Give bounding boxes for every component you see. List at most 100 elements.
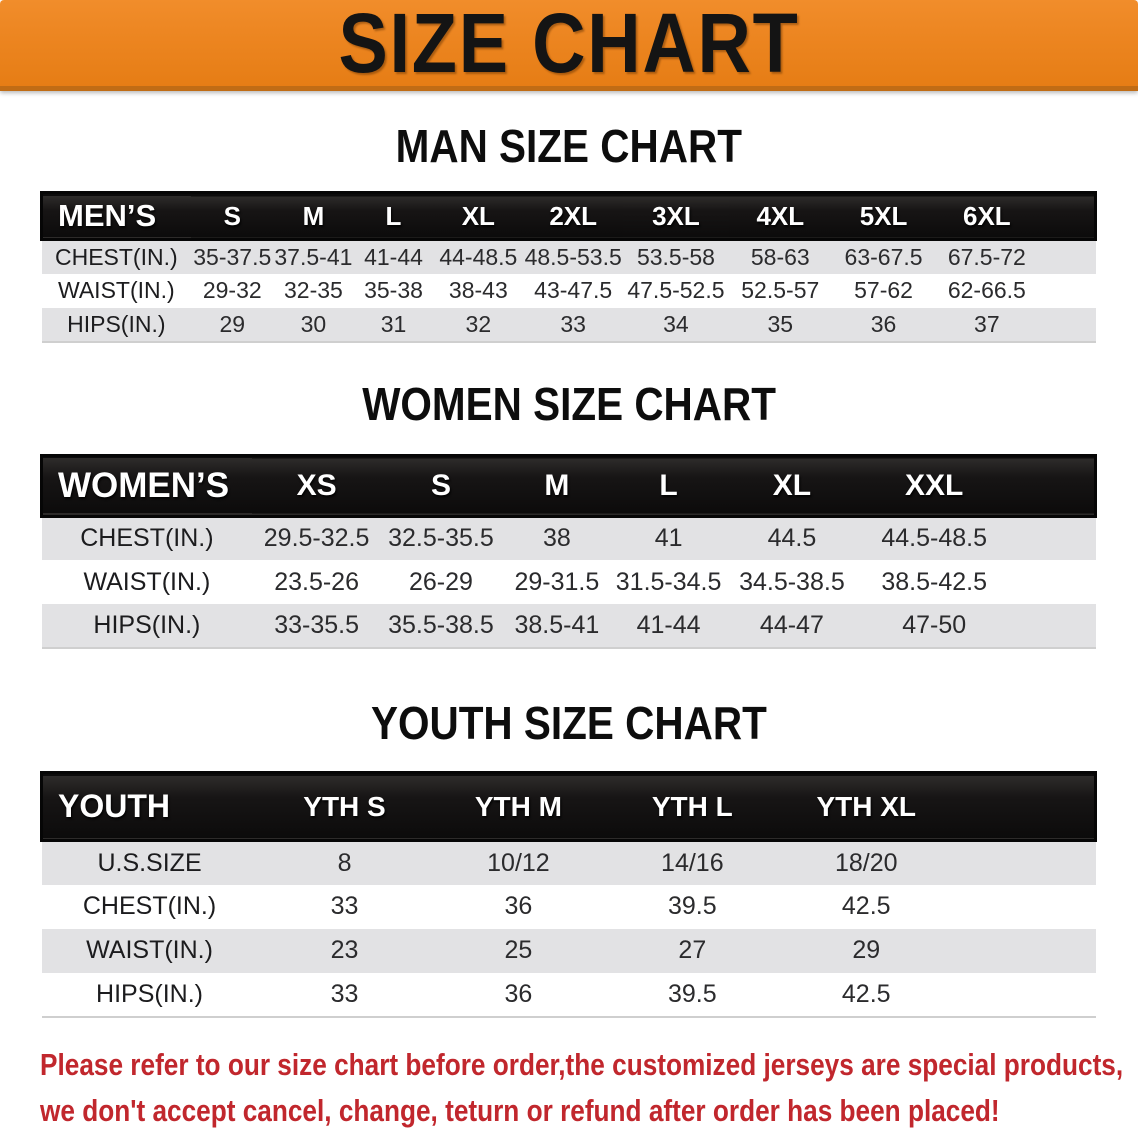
measurement-value-cell: 38-43 — [448, 277, 508, 303]
row-label-cell: CHEST(IN.) — [82, 892, 217, 920]
measurement-value-cell: 37 — [974, 310, 1000, 337]
size-header-cell: L — [385, 200, 402, 231]
measurement-value-cell: 31 — [380, 310, 407, 337]
size-header-cell: XL — [772, 468, 812, 502]
measurement-value-cell: 32.5-35.5 — [388, 524, 494, 553]
measurement-row: HIPS(IN.) 33-35.5 35.5-38.5 38.5-41 41-44 44-… — [41, 604, 1096, 648]
measurement-value-cell: 33 — [560, 310, 586, 337]
measurement-value-cell: 29-32 — [202, 277, 262, 303]
measurement-value-cell: 41 — [654, 524, 683, 553]
measurement-value-cell: 41-44 — [364, 243, 423, 270]
measurement-value-cell: 14/16 — [661, 848, 724, 877]
measurement-row: CHEST(IN.) 33 36 39.5 42.5 — [41, 884, 1096, 929]
measurement-value-cell: 32 — [465, 310, 492, 337]
youth-section-title-text: YOUTH SIZE CHART — [371, 697, 767, 749]
youth-size-table: YOUTH YTH S YTH M YTH L YTH XL U.S.SIZE 8 10/1… — [40, 771, 1097, 1018]
measurement-value-cell: 47.5-52.5 — [627, 277, 725, 303]
filler-cell — [1038, 193, 1095, 240]
size-header-row: WOMEN’S XS S M L XL XXL — [41, 455, 1096, 516]
measurement-value-cell: 34.5-38.5 — [739, 567, 845, 596]
size-chart-banner: SIZE CHART — [0, 0, 1138, 91]
measurement-value-cell: 33 — [330, 892, 359, 920]
filler-cell — [1009, 516, 1095, 560]
size-header-cell: YTH XL — [816, 790, 917, 822]
row-label-cell: HIPS(IN.) — [96, 979, 203, 1008]
table-group-label: YOUTH — [58, 788, 170, 824]
measurement-value-cell: 44-47 — [759, 611, 824, 639]
size-header-cell: 4XL — [756, 200, 805, 231]
measurement-value-cell: 39.5 — [667, 979, 717, 1008]
size-header-row: YOUTH YTH S YTH M YTH L YTH XL — [41, 772, 1096, 841]
measurement-value-cell: 36 — [504, 979, 533, 1008]
disclaimer-line-2: we don't accept cancel, change, teturn o… — [40, 1092, 1000, 1128]
size-header-cell: XXL — [905, 468, 964, 502]
measurement-row: CHEST(IN.) 29.5-32.5 32.5-35.5 38 41 44.5 44.5… — [41, 516, 1096, 560]
measurement-value-cell: 31.5-34.5 — [615, 567, 722, 596]
women-section-title-text: WOMEN SIZE CHART — [362, 377, 776, 430]
measurement-row: CHEST(IN.) 35-37.5 37.5-41 41-44 44-48.5 48.5… — [41, 239, 1096, 274]
measurement-value-cell: 33 — [330, 979, 359, 1008]
measurement-value-cell: 62-66.5 — [947, 277, 1026, 303]
men-size-table: MEN’S S M L XL 2XL 3XL 4XL 5XL 6XL CHEST(IN.) 35-3… — [40, 191, 1097, 343]
size-header-cell: 2XL — [549, 200, 598, 231]
measurement-value-cell: 38.5-41 — [514, 611, 600, 639]
row-label-cell: HIPS(IN.) — [93, 611, 201, 639]
filler-cell — [1009, 455, 1095, 516]
filler-cell — [1038, 308, 1095, 342]
measurement-value-cell: 42.5 — [841, 979, 891, 1008]
table-group-label: MEN’S — [58, 198, 157, 233]
filler-cell — [953, 973, 1095, 1017]
measurement-value-cell: 10/12 — [487, 848, 550, 877]
size-header-cell: XS — [296, 468, 337, 502]
size-header-cell: 5XL — [859, 200, 908, 231]
measurement-value-cell: 34 — [663, 310, 689, 337]
measurement-value-cell: 39.5 — [667, 892, 717, 920]
measurement-value-cell: 47-50 — [902, 611, 967, 639]
disclaimer: Please refer to our size chart before or… — [40, 1042, 1138, 1134]
filler-cell — [1009, 560, 1095, 604]
size-header-cell: YTH S — [303, 790, 386, 822]
youth-section-title: YOUTH SIZE CHART — [0, 697, 1138, 749]
size-header-cell: XL — [461, 200, 495, 231]
measurement-value-cell: 26-29 — [408, 567, 473, 596]
size-header-cell: YTH M — [474, 790, 562, 822]
men-section-title-text: MAN SIZE CHART — [395, 120, 743, 172]
measurement-value-cell: 8 — [337, 848, 352, 877]
measurement-value-cell: 35-37.5 — [193, 243, 272, 270]
women-section-title: WOMEN SIZE CHART — [0, 377, 1138, 430]
measurement-value-cell: 44.5-48.5 — [881, 524, 987, 553]
measurement-value-cell: 29 — [219, 310, 246, 337]
measurement-value-cell: 43-47.5 — [534, 277, 613, 303]
size-header-cell: S — [430, 468, 451, 502]
filler-cell — [1009, 604, 1095, 648]
measurement-value-cell: 38 — [542, 524, 571, 553]
measurement-value-cell: 38.5-42.5 — [881, 567, 987, 596]
row-label-cell: WAIST(IN.) — [86, 936, 213, 964]
table-group-label: WOMEN’S — [58, 465, 230, 505]
size-header-cell: S — [223, 200, 241, 231]
measurement-value-cell: 35 — [767, 310, 794, 337]
filler-cell — [953, 841, 1095, 885]
measurement-value-cell: 18/20 — [834, 848, 898, 877]
measurement-value-cell: 27 — [678, 936, 707, 964]
row-label-cell: CHEST(IN.) — [54, 243, 178, 270]
filler-cell — [1038, 240, 1095, 274]
measurement-value-cell: 25 — [504, 936, 533, 964]
disclaimer-line-1: Please refer to our size chart before or… — [40, 1046, 1124, 1082]
measurement-value-cell: 29.5-32.5 — [263, 524, 370, 553]
filler-cell — [953, 885, 1095, 929]
measurement-value-cell: 33-35.5 — [274, 611, 359, 639]
measurement-value-cell: 29 — [852, 936, 881, 964]
measurement-row: WAIST(IN.) 23.5-26 26-29 29-31.5 31.5-34.5 34… — [41, 560, 1096, 604]
measurement-value-cell: 67.5-72 — [947, 243, 1026, 270]
size-header-cell: M — [302, 200, 325, 231]
filler-cell — [953, 773, 1095, 841]
row-label-cell: HIPS(IN.) — [67, 310, 166, 337]
size-header-cell: 6XL — [963, 200, 1011, 231]
measurement-value-cell: 52.5-57 — [741, 277, 820, 303]
women-size-table: WOMEN’S XS S M L XL XXL CHEST(IN.) 29.5-32.5 32.… — [40, 454, 1097, 649]
row-label-cell: WAIST(IN.) — [83, 567, 211, 596]
measurement-row: WAIST(IN.) 29-32 32-35 35-38 38-43 43-47.5 47.… — [41, 273, 1096, 308]
measurement-value-cell: 32-35 — [283, 277, 343, 303]
measurement-value-cell: 48.5-53.5 — [524, 243, 622, 270]
